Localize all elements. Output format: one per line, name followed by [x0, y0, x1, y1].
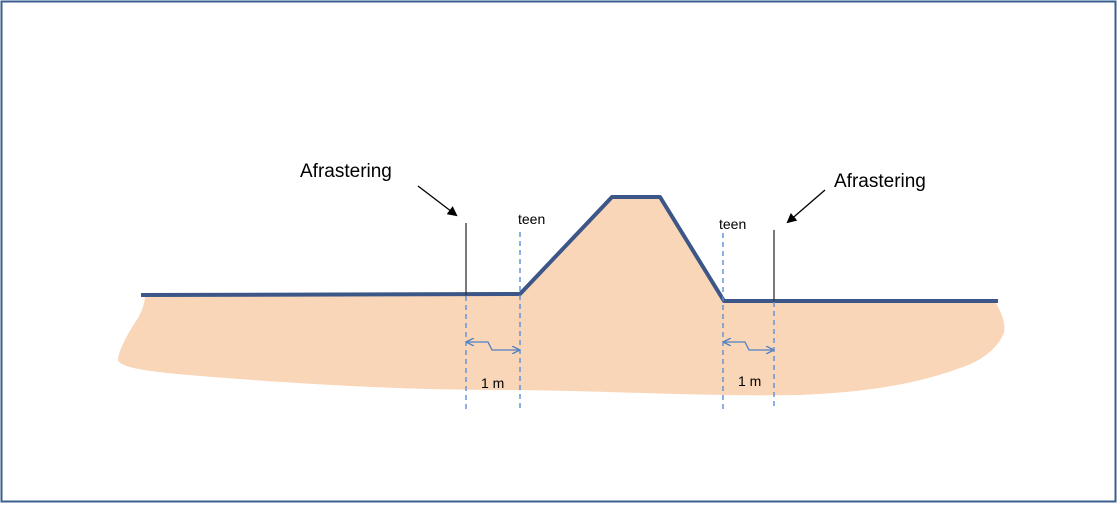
dimension-arrow-right: [725, 342, 772, 350]
fence-label-right: Afrastering: [834, 171, 926, 192]
pointer-arrow-right: [786, 189, 826, 224]
pointer-arrow-left: [417, 185, 458, 217]
fence-label-left: Afrastering: [300, 161, 392, 182]
distance-label-left: 1 m: [481, 375, 504, 391]
dimension-arrow-left: [468, 342, 518, 350]
soil-body: [118, 197, 1005, 396]
ground-profile-line: [140, 195, 998, 303]
distance-label-right: 1 m: [738, 373, 761, 389]
toe-label-left: teen: [518, 211, 545, 227]
toe-label-right: teen: [719, 216, 746, 232]
